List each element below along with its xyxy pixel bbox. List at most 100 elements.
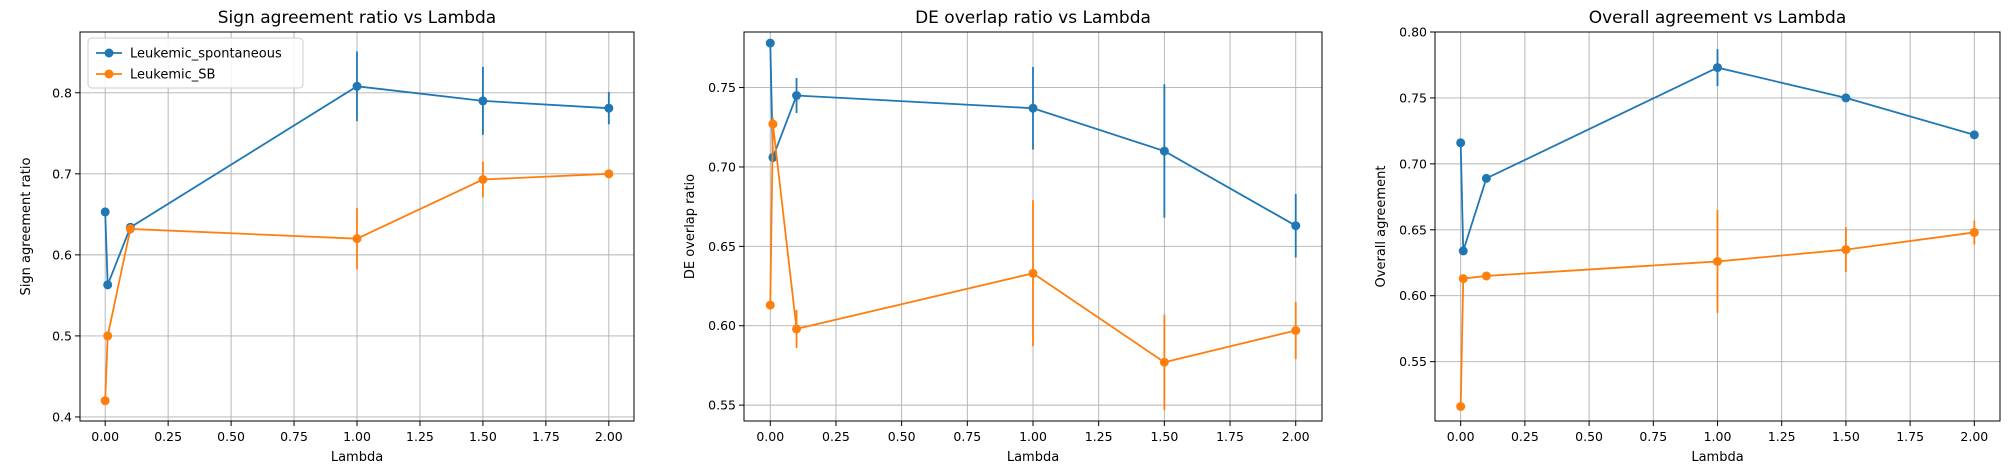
x-tick-label: 0.75: [280, 429, 308, 444]
x-axis-label: Lambda: [331, 450, 383, 465]
x-tick-label: 0.75: [953, 429, 981, 444]
series-Leukemic_spontaneous: [1456, 49, 1979, 256]
x-tick-label: 1.75: [1896, 429, 1924, 444]
data-point: [1456, 138, 1466, 148]
x-tick-label: 0.50: [1575, 429, 1603, 444]
data-point: [1291, 221, 1301, 231]
y-tick-label: 0.75: [1399, 90, 1427, 105]
y-tick-label: 0.6: [52, 247, 72, 262]
data-point: [792, 91, 802, 101]
data-point: [604, 169, 614, 179]
x-tick-label: 1.25: [1768, 429, 1796, 444]
x-tick-label: 1.00: [343, 429, 371, 444]
legend-entry: Leukemic_spontaneous: [130, 47, 282, 62]
y-tick-label: 0.55: [708, 398, 736, 413]
x-tick-label: 1.00: [1019, 429, 1047, 444]
y-axis-label: Overall agreement: [1374, 166, 1389, 288]
data-point: [1969, 130, 1979, 140]
data-point: [768, 119, 778, 129]
x-tick-label: 2.00: [595, 429, 623, 444]
y-tick-label: 0.8: [52, 85, 72, 100]
series-line: [1459, 66, 1975, 252]
series-line: [1459, 231, 1975, 407]
x-tick-label: 1.25: [1085, 429, 1113, 444]
data-point: [1291, 325, 1301, 335]
data-point: [478, 174, 488, 184]
data-point: [1713, 63, 1722, 73]
data-point: [604, 103, 614, 113]
x-tick-label: 0.50: [888, 429, 916, 444]
data-point: [103, 280, 113, 290]
y-tick-label: 0.75: [708, 80, 736, 95]
legend: Leukemic_spontaneous Leukemic_SB: [87, 37, 304, 89]
data-point: [352, 234, 362, 244]
data-point: [1841, 245, 1851, 255]
x-tick-label: 1.50: [469, 429, 497, 444]
chart-panel-3: 0.00 0.25 0.50 0.75 1.00 1.25 1.50 1.75 2.00 0.55…: [1374, 8, 2001, 465]
data-point: [478, 96, 488, 106]
data-point: [1159, 357, 1169, 367]
chart-title: DE overlap ratio vs Lambda: [915, 8, 1151, 28]
data-point: [1159, 146, 1169, 156]
series-Leukemic_SB: [100, 161, 614, 406]
chart-panel-1: 0.00 0.25 0.50 0.75 1.00 1.25 1.50 1.75 2.00 0.4 0…: [19, 8, 635, 465]
x-axis-label: Lambda: [1691, 450, 1743, 465]
data-point: [100, 207, 110, 217]
x-tick-label: 1.50: [1832, 429, 1860, 444]
x-tick-label: 1.75: [532, 429, 560, 444]
data-point: [1713, 256, 1722, 266]
data-point: [100, 396, 110, 406]
x-tick-label: 0.00: [91, 429, 119, 444]
data-point: [1458, 246, 1468, 256]
y-tick-label: 0.60: [708, 318, 736, 333]
x-tick-label: 0.75: [1639, 429, 1667, 444]
data-point: [1456, 401, 1466, 411]
data-point: [1481, 271, 1491, 281]
data-point: [792, 324, 802, 334]
data-point: [125, 224, 135, 234]
data-point: [1028, 268, 1038, 278]
axes-frame: [743, 31, 1323, 422]
x-tick-label: 0.25: [1511, 429, 1539, 444]
data-point: [1969, 227, 1979, 237]
axes-frame: [1434, 31, 2001, 422]
x-tick-label: 0.00: [1447, 429, 1475, 444]
x-tick-label: 0.00: [756, 429, 784, 444]
legend-marker: [104, 48, 114, 58]
x-axis-label: Lambda: [1007, 450, 1059, 465]
x-tick-label: 1.25: [406, 429, 434, 444]
y-tick-label: 0.5: [52, 328, 72, 343]
series-line: [104, 172, 609, 401]
y-tick-label: 0.65: [1399, 222, 1427, 237]
series-line: [769, 123, 1296, 364]
y-tick-label: 0.70: [708, 159, 736, 174]
x-tick-label: 1.75: [1216, 429, 1244, 444]
data-point: [103, 331, 113, 341]
x-tick-label: 0.25: [154, 429, 182, 444]
y-tick-label: 0.60: [1399, 288, 1427, 303]
series-line: [104, 85, 609, 286]
chart-panel-2: 0.00 0.25 0.50 0.75 1.00 1.25 1.50 1.75 2.00 0.55…: [683, 8, 1323, 465]
data-point: [1028, 103, 1038, 113]
y-axis-label: Sign agreement ratio: [19, 158, 34, 296]
y-tick-label: 0.4: [52, 409, 72, 424]
x-tick-label: 1.00: [1704, 429, 1732, 444]
legend-marker: [104, 69, 114, 79]
data-point: [1841, 93, 1851, 103]
x-tick-label: 0.25: [822, 429, 850, 444]
x-tick-label: 2.00: [1960, 429, 1988, 444]
data-point: [352, 81, 362, 91]
x-tick-label: 1.50: [1150, 429, 1178, 444]
x-tick-label: 2.00: [1282, 429, 1310, 444]
series-Leukemic_SB: [765, 117, 1301, 410]
legend-box: [87, 37, 304, 89]
y-axis-label: DE overlap ratio: [683, 174, 698, 279]
data-point: [1481, 173, 1491, 183]
series-Leukemic_SB: [1456, 210, 1979, 411]
y-tick-label: 0.7: [52, 166, 72, 181]
x-tick-label: 0.50: [217, 429, 245, 444]
y-tick-label: 0.80: [1399, 25, 1427, 40]
y-tick-label: 0.55: [1399, 354, 1427, 369]
y-tick-label: 0.70: [1399, 156, 1427, 171]
axes-frame: [79, 31, 635, 422]
